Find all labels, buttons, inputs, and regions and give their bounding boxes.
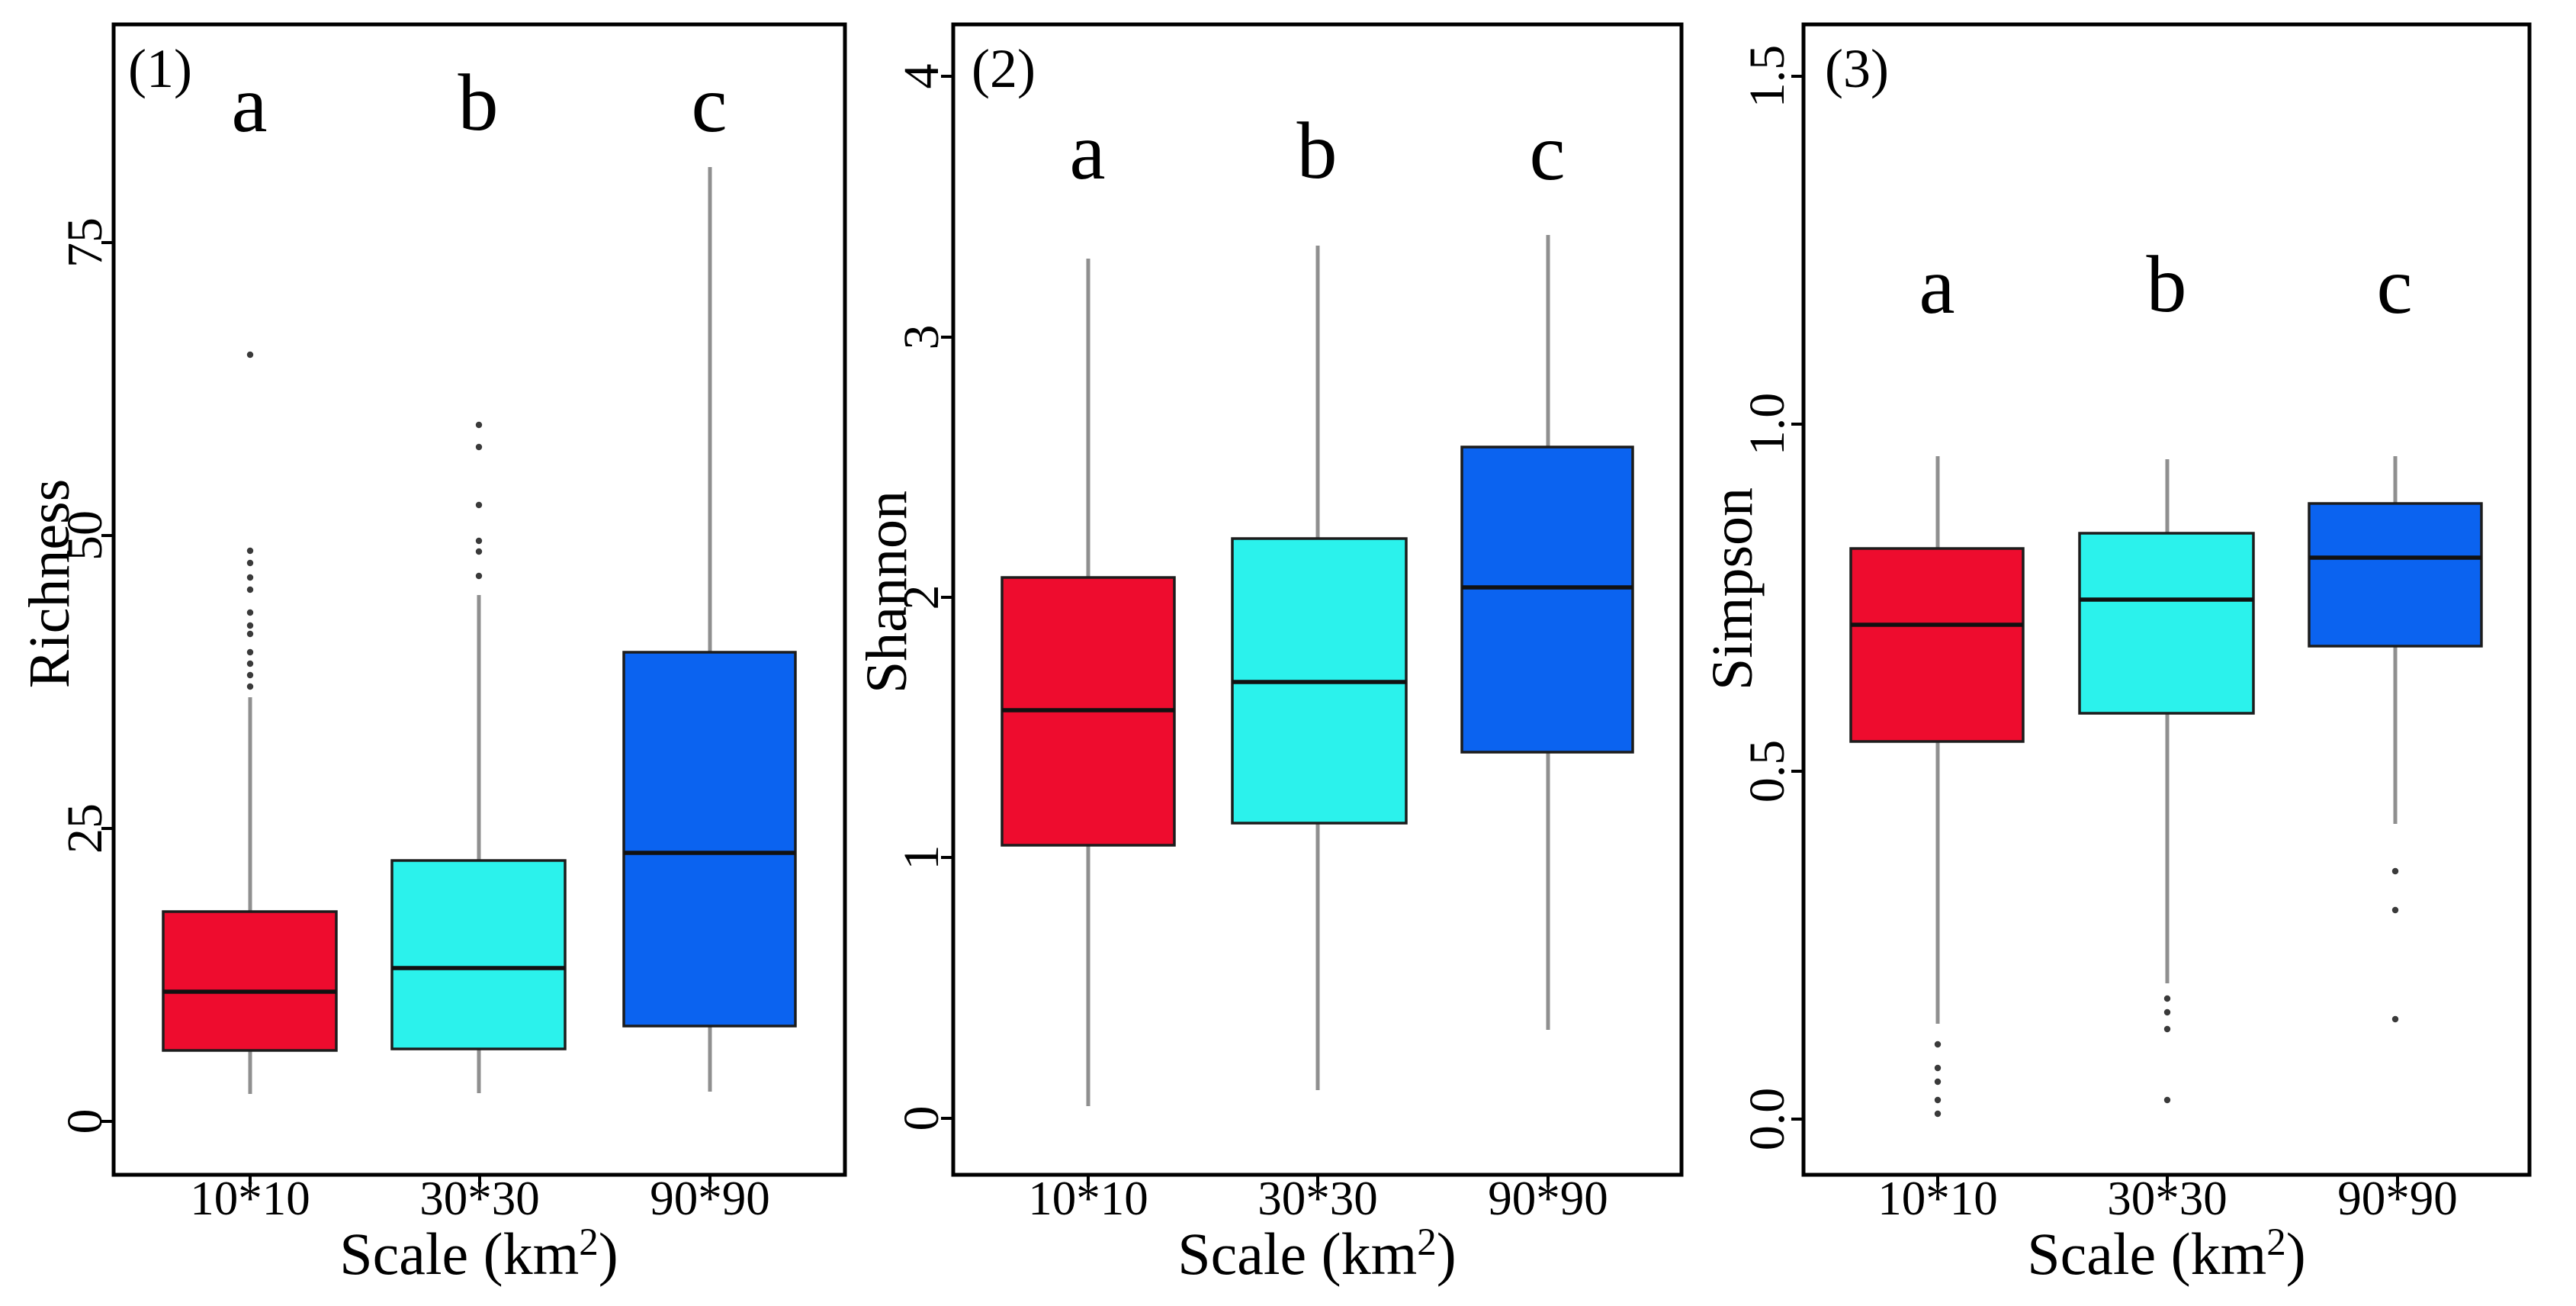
svg-text:b: b [458,58,499,147]
svg-text:Scale (km2): Scale (km2) [2027,1221,2306,1287]
svg-text:a: a [1069,107,1105,196]
svg-text:b: b [1297,106,1338,195]
svg-text:c: c [1529,108,1565,197]
svg-text:Shannon: Shannon [855,491,919,693]
svg-text:0.5: 0.5 [1739,740,1795,803]
svg-text:75: 75 [57,217,113,268]
svg-text:90*90: 90*90 [2337,1172,2458,1225]
svg-text:25: 25 [57,803,113,854]
svg-text:90*90: 90*90 [1488,1172,1608,1225]
svg-text:a: a [231,60,267,149]
svg-text:Scale (km2): Scale (km2) [1177,1221,1457,1287]
svg-text:0.0: 0.0 [1739,1088,1795,1151]
svg-text:30*30: 30*30 [2107,1172,2228,1225]
svg-text:(3): (3) [1825,38,1889,99]
svg-text:1.0: 1.0 [1739,393,1795,456]
svg-text:(2): (2) [972,38,1036,99]
svg-text:(1): (1) [128,38,192,99]
svg-text:2: 2 [894,585,949,610]
svg-text:Richness: Richness [18,479,82,688]
svg-text:10*10: 10*10 [190,1172,310,1225]
svg-text:1: 1 [894,845,949,870]
svg-text:Simpson: Simpson [1701,487,1765,690]
svg-text:c: c [2376,241,2412,330]
svg-text:90*90: 90*90 [650,1172,770,1225]
svg-text:3: 3 [894,325,949,350]
svg-text:a: a [1919,241,1954,330]
svg-text:c: c [691,60,727,149]
svg-text:Scale (km2): Scale (km2) [339,1221,618,1287]
svg-text:0: 0 [894,1106,949,1131]
svg-text:30*30: 30*30 [1257,1172,1378,1225]
svg-text:0: 0 [57,1109,113,1134]
svg-text:4: 4 [894,64,949,89]
svg-text:10*10: 10*10 [1877,1172,1998,1225]
svg-text:50: 50 [57,510,113,561]
svg-text:b: b [2147,240,2187,329]
svg-text:30*30: 30*30 [419,1172,540,1225]
svg-text:10*10: 10*10 [1028,1172,1148,1225]
svg-text:1.5: 1.5 [1739,45,1795,108]
